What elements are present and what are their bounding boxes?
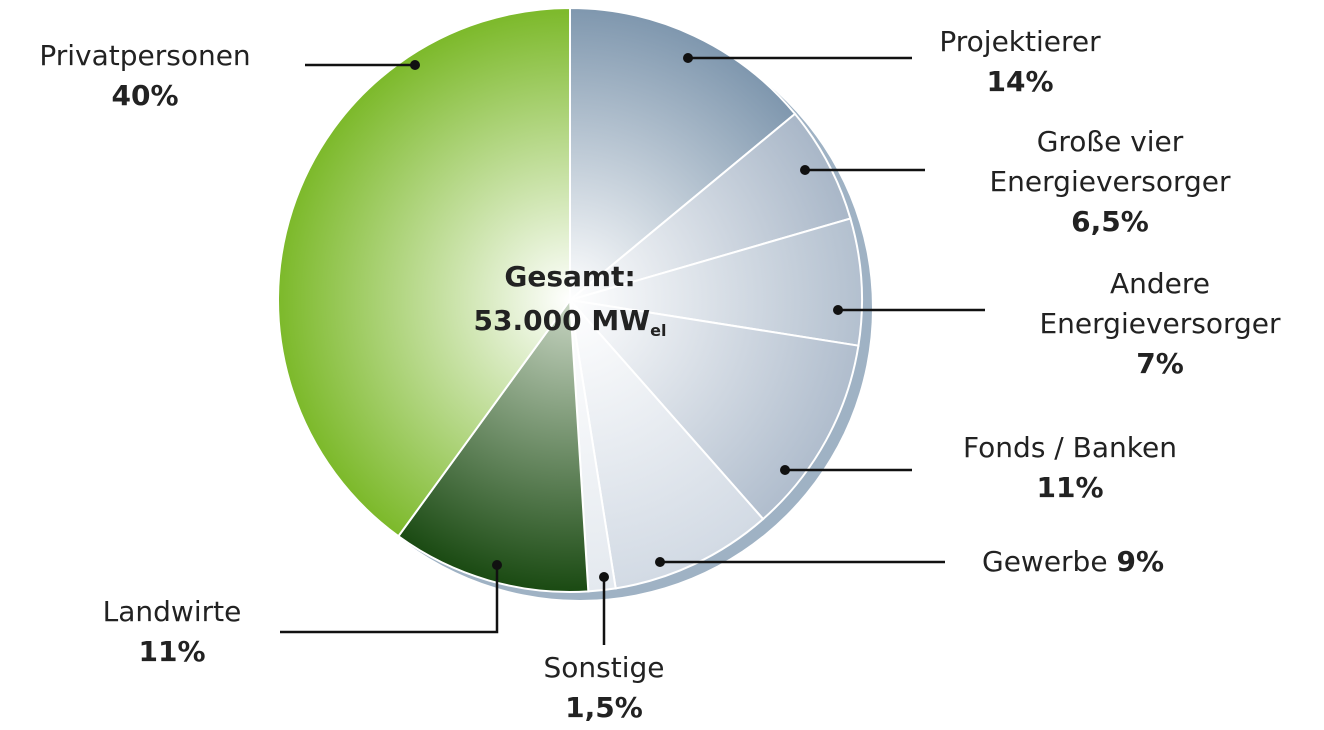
slice-label: Landwirte 11%: [103, 592, 242, 672]
slice-value-label: 6,5%: [1071, 205, 1149, 238]
slice-name: Sonstige: [543, 651, 665, 684]
pie-slice: [569, 6, 797, 303]
leader-dot: [655, 557, 665, 567]
slice-value-label: 14%: [986, 65, 1054, 98]
slice-name: Fonds / Banken: [963, 431, 1177, 464]
leader-dot: [800, 165, 810, 175]
pie-slice: [396, 297, 590, 593]
pie-slice: [569, 217, 863, 347]
slice-value-label: 1,5%: [565, 691, 643, 724]
slice-value-label: 40%: [111, 79, 179, 112]
leader-dot: [599, 572, 609, 582]
slice-name: Projektierer: [939, 25, 1101, 58]
center-total: 53.000 MWel: [474, 299, 667, 353]
slice-name: Große vier Energieversorger: [989, 125, 1231, 198]
center-title: Gesamt:: [504, 260, 636, 293]
slice-label: Große vier Energieversorger 6,5%: [989, 122, 1230, 242]
slice-name: Landwirte: [102, 595, 242, 628]
slice-label: Projektierer 14%: [939, 22, 1100, 102]
slice-label: Gewerbe 9%: [982, 542, 1164, 582]
center-label: Gesamt: 53.000 MWel: [474, 255, 667, 353]
pie-slice: [277, 6, 571, 538]
pie-slice: [567, 298, 860, 521]
leader-line: [280, 565, 499, 634]
leader-dot: [410, 60, 420, 70]
pie-slice: [568, 296, 765, 590]
slice-value-label: 7%: [1136, 347, 1184, 380]
slice-label: Andere Energieversorger 7%: [1039, 264, 1280, 384]
slice-label: Sonstige 1,5%: [544, 648, 665, 728]
slice-value-label: 9%: [1116, 545, 1165, 578]
leader-dot: [780, 465, 790, 475]
slice-value-label: 11%: [138, 635, 206, 668]
pie-slice: [569, 112, 852, 301]
center-total-text: 53.000 MW: [473, 304, 651, 337]
slice-name: Andere Energieversorger: [1039, 267, 1281, 340]
slice-label: Privatpersonen 40%: [39, 36, 250, 116]
center-unit-subscript: el: [650, 321, 667, 340]
leader-dot: [492, 560, 502, 570]
slice-name: Gewerbe: [981, 545, 1108, 578]
leader-dot: [833, 305, 843, 315]
slice-name: Privatpersonen: [39, 39, 251, 72]
leader-dot: [683, 53, 693, 63]
slice-label: Fonds / Banken 11%: [963, 428, 1177, 508]
slice-value-label: 11%: [1036, 471, 1104, 504]
